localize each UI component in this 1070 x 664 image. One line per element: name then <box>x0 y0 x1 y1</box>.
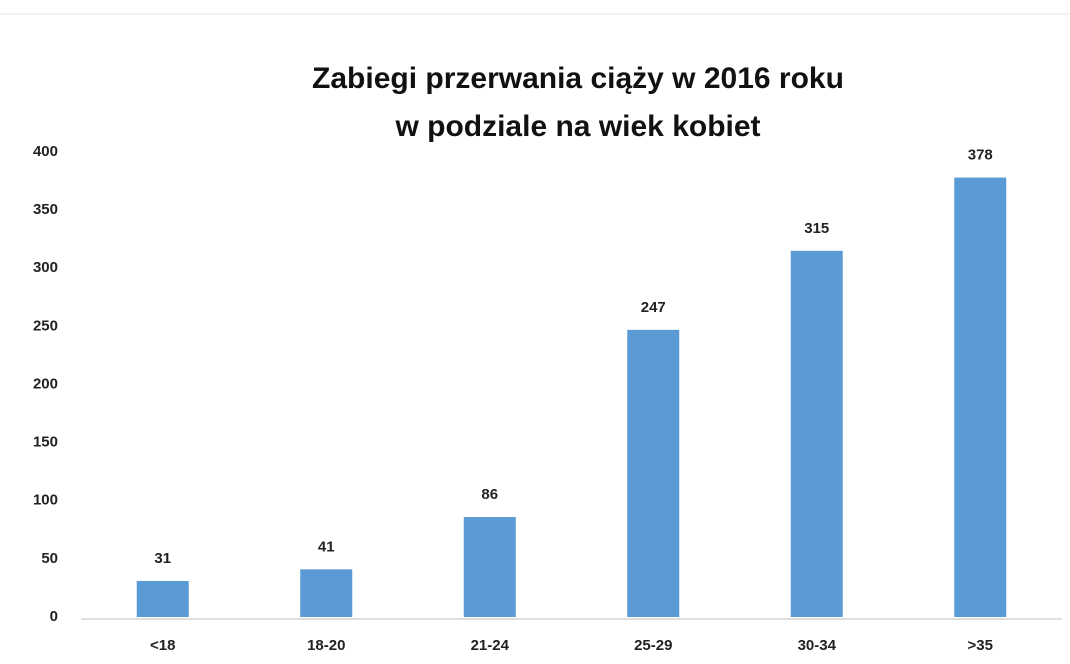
bar <box>300 569 353 617</box>
bar <box>627 329 680 617</box>
y-tick-label: 250 <box>33 317 58 334</box>
bar <box>790 250 843 617</box>
data-label: 31 <box>154 550 171 567</box>
bar <box>954 177 1007 617</box>
data-label: 41 <box>318 538 335 555</box>
y-tick-label: 400 <box>33 143 58 160</box>
bar <box>136 580 189 617</box>
data-label: 247 <box>641 299 666 316</box>
y-tick-label: 300 <box>33 259 58 276</box>
x-tick-label: <18 <box>150 637 175 654</box>
data-label: 86 <box>481 486 498 503</box>
x-tick-label: 25-29 <box>634 637 672 654</box>
chart-title: Zabiegi przerwania ciąży w 2016 roku <box>312 62 844 95</box>
x-tick-label: >35 <box>968 637 993 654</box>
x-tick-label: 21-24 <box>471 637 510 654</box>
x-tick-label: 30-34 <box>798 637 837 654</box>
y-tick-label: 50 <box>41 550 58 567</box>
y-tick-label: 350 <box>33 201 58 218</box>
chart-title: w podziale na wiek kobiet <box>394 110 760 143</box>
bar <box>463 517 516 617</box>
y-tick-label: 0 <box>50 608 58 625</box>
y-tick-label: 100 <box>33 492 58 509</box>
x-tick-label: 18-20 <box>307 637 345 654</box>
data-label: 315 <box>804 220 829 237</box>
y-tick-label: 200 <box>33 375 58 392</box>
data-label: 378 <box>968 147 993 164</box>
y-tick-label: 150 <box>33 434 58 451</box>
